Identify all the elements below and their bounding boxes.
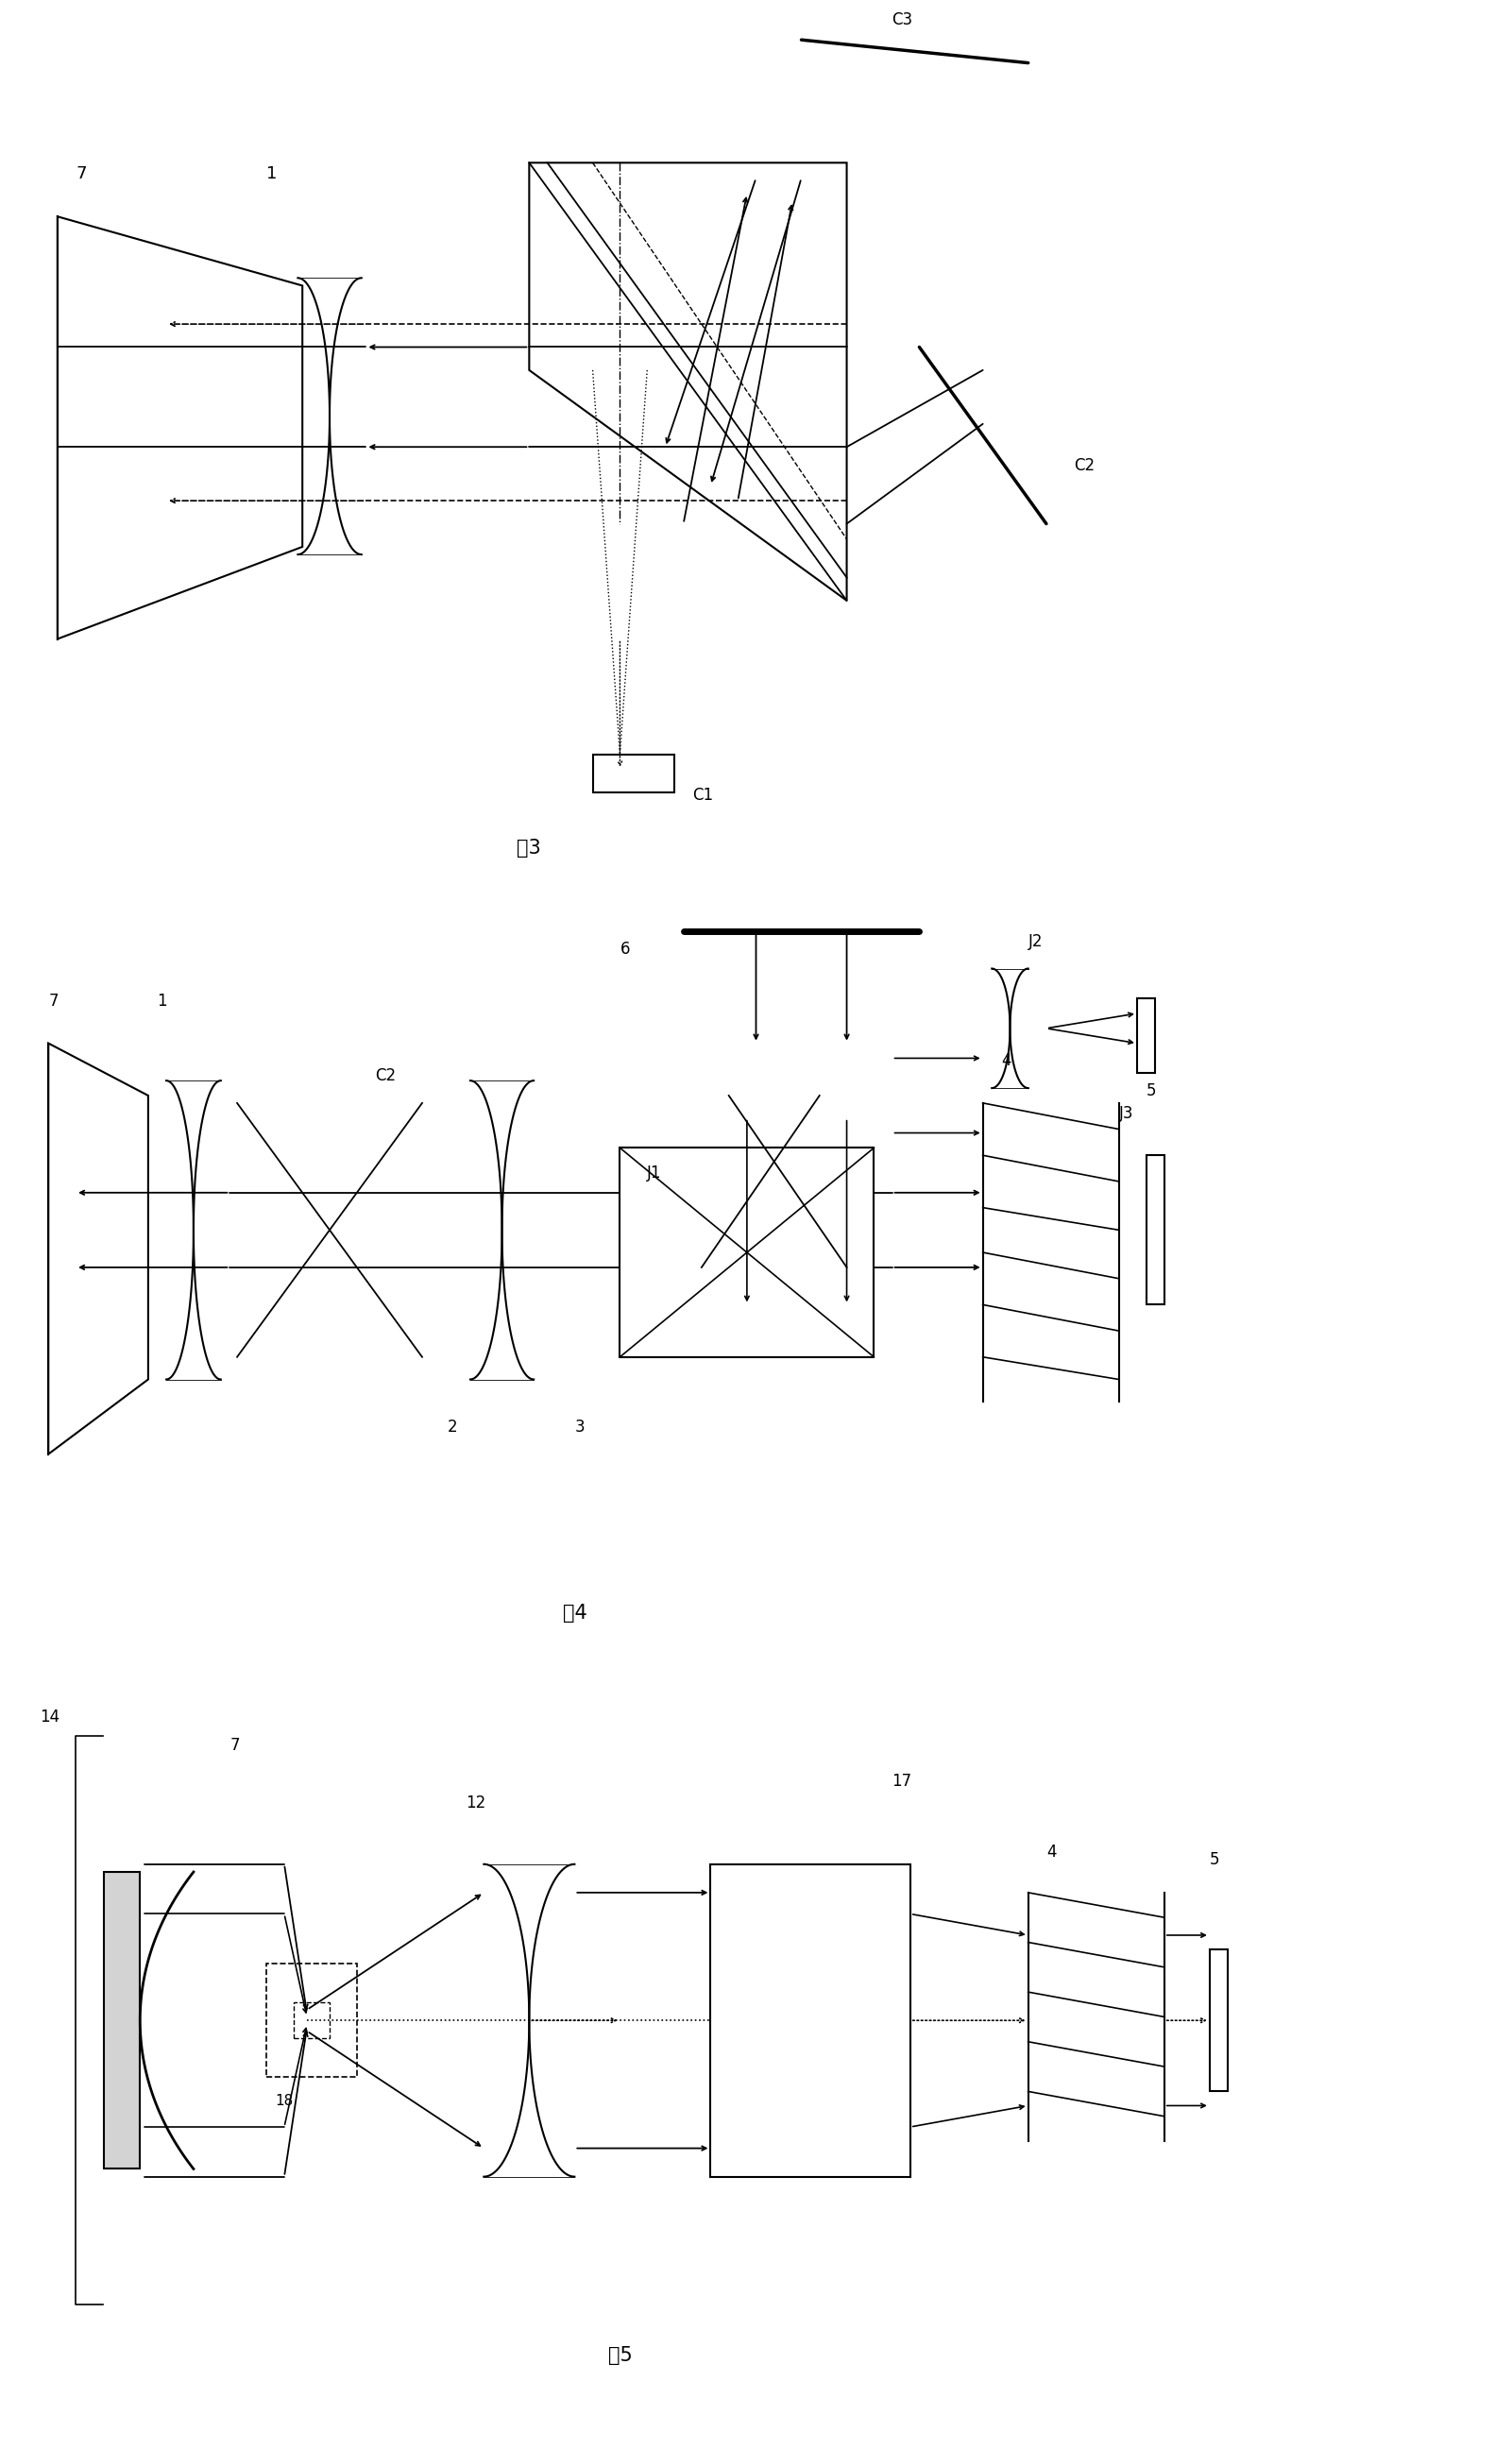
Text: 1: 1 [157, 992, 168, 1009]
Text: J1: J1 [647, 1166, 662, 1180]
Text: 7: 7 [76, 164, 86, 181]
Text: 4: 4 [1001, 1053, 1012, 1070]
Text: C2: C2 [1074, 458, 1095, 473]
Text: 1: 1 [266, 164, 277, 181]
Text: 2: 2 [448, 1418, 458, 1435]
Text: J2: J2 [1028, 933, 1043, 950]
Bar [593, 754, 674, 793]
Text: 4: 4 [1046, 1844, 1057, 1861]
Text: 12: 12 [466, 1795, 485, 1812]
Text: 14: 14 [39, 1709, 59, 1727]
Text: C3: C3 [892, 12, 913, 29]
Bar [1210, 1949, 1228, 2091]
Bar [711, 1864, 910, 2177]
Bar [293, 2003, 330, 2038]
Bar [104, 1871, 141, 2170]
Text: 6: 6 [620, 940, 631, 958]
Text: 图3: 图3 [517, 840, 541, 857]
Bar [620, 1149, 874, 1357]
Text: C1: C1 [692, 786, 714, 803]
Text: 7: 7 [230, 1736, 240, 1753]
Text: 3: 3 [575, 1418, 585, 1435]
Bar [1137, 999, 1155, 1073]
Text: 5: 5 [1210, 1851, 1220, 1869]
Text: J3: J3 [1119, 1104, 1134, 1122]
Text: 7: 7 [48, 992, 59, 1009]
Text: 18: 18 [275, 2094, 293, 2109]
Bar [1146, 1156, 1164, 1305]
Bar [266, 1964, 357, 2077]
Text: 17: 17 [892, 1773, 912, 1790]
Text: 图4: 图4 [562, 1604, 587, 1621]
Text: C2: C2 [375, 1068, 396, 1085]
Text: 5: 5 [1146, 1082, 1157, 1100]
Text: 图5: 图5 [608, 2346, 632, 2366]
